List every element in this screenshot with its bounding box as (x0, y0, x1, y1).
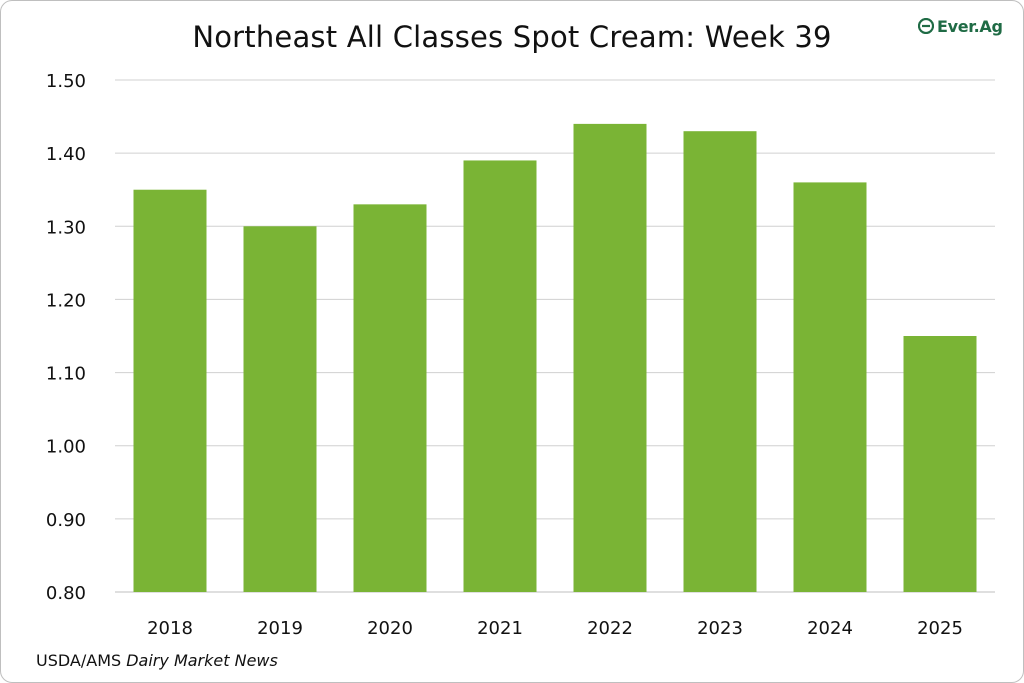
ever-ag-logo: Ever.Ag (918, 12, 1003, 40)
y-tick-label: 1.10 (46, 364, 86, 385)
y-axis-ticks: 0.80 0.90 1.00 1.10 1.20 1.30 1.40 1.50 (46, 71, 86, 604)
x-tick-label: 2021 (477, 618, 523, 639)
y-tick-label: 0.80 (46, 583, 86, 604)
y-tick-label: 0.90 (46, 510, 86, 531)
bar-2019 (243, 226, 317, 593)
x-tick-label: 2018 (147, 618, 193, 639)
x-tick-label: 2023 (697, 618, 743, 639)
y-tick-label: 1.50 (46, 71, 86, 92)
x-tick-label: 2022 (587, 618, 633, 639)
bar-2018 (133, 189, 207, 592)
x-tick-label: 2020 (367, 618, 413, 639)
source-prefix: USDA/AMS (36, 651, 127, 670)
bar-2022 (573, 123, 647, 592)
x-tick-label: 2024 (807, 618, 853, 639)
bar-2025 (903, 336, 977, 592)
source-publication: Dairy Market News (126, 651, 278, 670)
bar-2020 (353, 204, 427, 593)
logo-text: Ever.Ag (937, 16, 1003, 36)
ever-ag-logo-icon (918, 18, 934, 34)
x-axis-ticks: 2018 2019 2020 2021 2022 2023 2024 2025 (147, 618, 963, 639)
bars (133, 123, 977, 593)
chart-title: Northeast All Classes Spot Cream: Week 3… (192, 20, 832, 54)
bar-2021 (463, 160, 537, 592)
y-tick-label: 1.40 (46, 144, 86, 165)
bar-2023 (683, 131, 757, 592)
y-tick-label: 1.30 (46, 217, 86, 238)
source-note: USDA/AMS Dairy Market News (36, 651, 278, 670)
bar-2024 (793, 182, 867, 592)
x-tick-label: 2019 (257, 618, 303, 639)
y-tick-label: 1.00 (46, 437, 86, 458)
x-tick-label: 2025 (917, 618, 963, 639)
y-tick-label: 1.20 (46, 290, 86, 311)
